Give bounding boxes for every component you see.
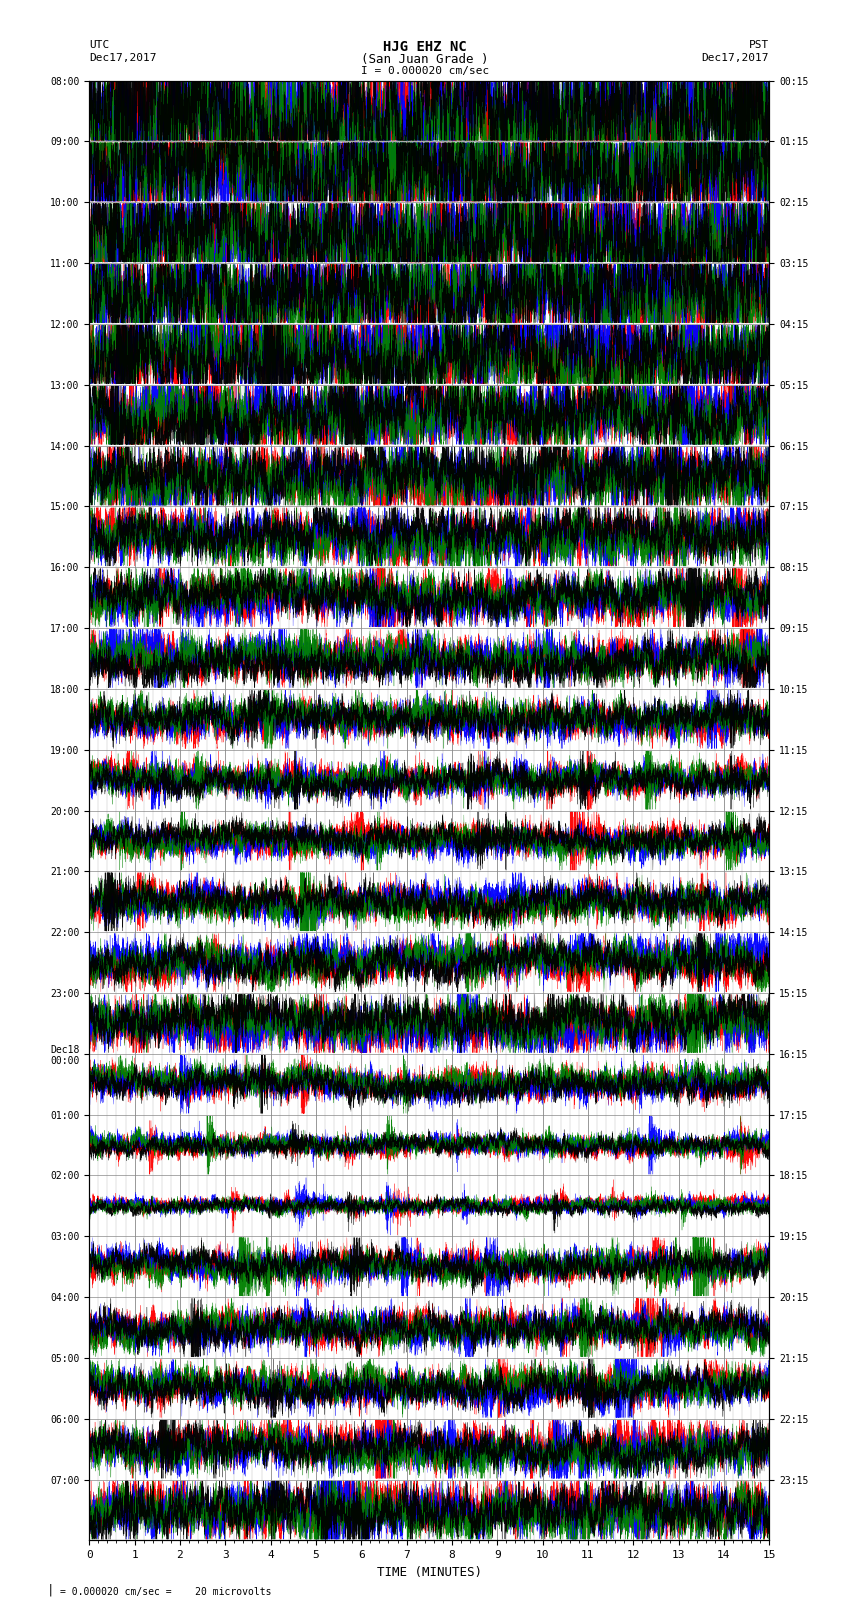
X-axis label: TIME (MINUTES): TIME (MINUTES) xyxy=(377,1566,482,1579)
Text: Dec17,2017: Dec17,2017 xyxy=(702,53,769,63)
Text: |: | xyxy=(48,1584,54,1597)
Text: HJG EHZ NC: HJG EHZ NC xyxy=(383,40,467,55)
Text: (San Juan Grade ): (San Juan Grade ) xyxy=(361,53,489,66)
Text: Dec17,2017: Dec17,2017 xyxy=(89,53,156,63)
Text: PST: PST xyxy=(749,40,769,50)
Text: I = 0.000020 cm/sec: I = 0.000020 cm/sec xyxy=(361,66,489,76)
Text: UTC: UTC xyxy=(89,40,110,50)
Text: = 0.000020 cm/sec =    20 microvolts: = 0.000020 cm/sec = 20 microvolts xyxy=(60,1587,271,1597)
